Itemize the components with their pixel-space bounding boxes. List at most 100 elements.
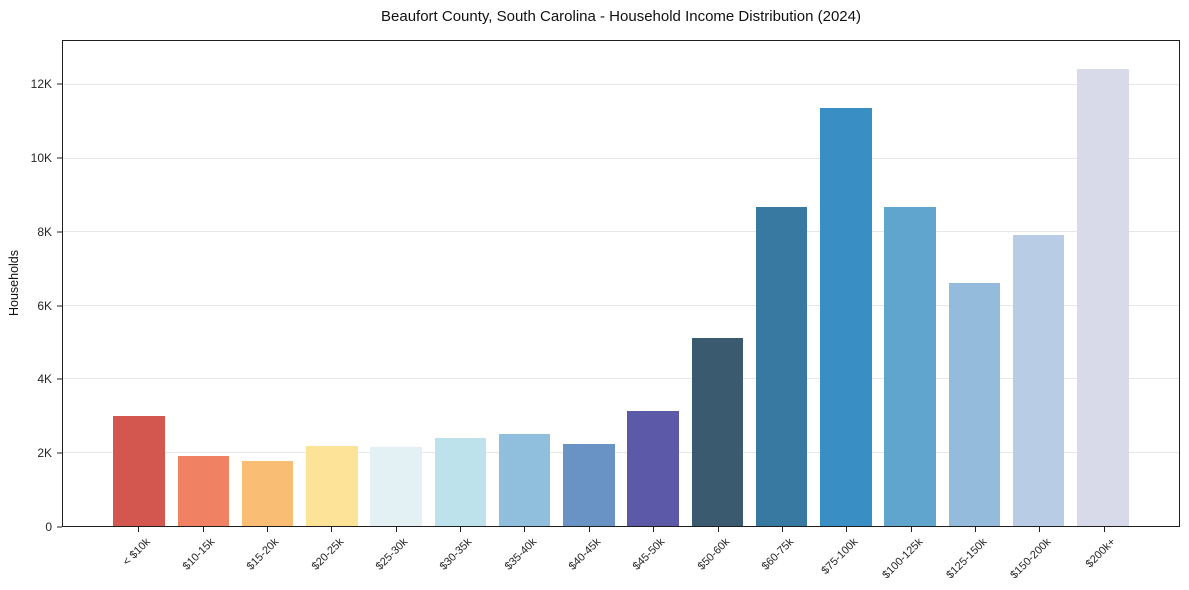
- x-tick-mark: [653, 527, 655, 532]
- bar-$200k+: [1077, 68, 1129, 526]
- x-tick-mark: [331, 527, 333, 532]
- x-tick-mark: [910, 527, 912, 532]
- x-cell: $40-45k: [557, 527, 621, 589]
- x-cell: $20-25k: [299, 527, 363, 589]
- bar-$20-25k: [306, 445, 358, 526]
- x-tick-label-< $10k: < $10k: [120, 536, 153, 569]
- x-cell: $150-200k: [1007, 527, 1071, 589]
- bar-$35-40k: [498, 433, 551, 526]
- x-tick-label-$45-50k: $45-50k: [631, 536, 668, 573]
- x-tick-mark: [395, 527, 397, 532]
- bars: [63, 41, 1179, 526]
- bar-< $10k: [113, 415, 165, 526]
- y-tick-label-4K: 4K: [37, 372, 52, 387]
- y-tick-mark-8K: [57, 231, 62, 233]
- x-tick-label-$60-75k: $60-75k: [759, 536, 797, 573]
- x-tick-label-$15-20k: $15-20k: [244, 536, 282, 573]
- x-tick-mark: [138, 527, 140, 532]
- bar-slot: [171, 41, 235, 526]
- bar-$10-15k: [177, 456, 230, 526]
- x-cell: $15-20k: [235, 527, 299, 589]
- bar-slot: [107, 41, 171, 526]
- x-tick-mark: [588, 527, 590, 532]
- x-cell: $200k+: [1072, 527, 1136, 589]
- gridline-4K: [63, 378, 1179, 380]
- x-tick-label-$50-60k: $50-60k: [695, 536, 733, 573]
- x-tick-mark: [460, 527, 462, 532]
- x-tick-label-$40-45k: $40-45k: [566, 536, 604, 573]
- y-tick-mark-2K: [57, 452, 62, 454]
- bar-$60-75k: [755, 206, 808, 526]
- x-tick-label-$200k+: $200k+: [1084, 536, 1119, 571]
- x-cell: $100-125k: [879, 527, 943, 589]
- x-cell: $25-30k: [364, 527, 428, 589]
- bar-slot: [685, 41, 749, 526]
- bar-slot: [493, 41, 557, 526]
- x-tick-mark: [781, 527, 783, 532]
- x-tick-label-$20-25k: $20-25k: [309, 536, 346, 573]
- bar-slot: [1071, 41, 1135, 526]
- x-tick-mark: [524, 527, 526, 532]
- bar-$40-45k: [563, 443, 615, 526]
- bar-$125-150k: [948, 282, 1001, 526]
- gridline-8K: [63, 231, 1179, 233]
- y-tick-mark-0: [57, 526, 62, 528]
- x-tick-mark: [1103, 527, 1105, 532]
- y-tick-mark-6K: [57, 305, 62, 307]
- bar-$30-35k: [434, 437, 487, 526]
- bar-$100-125k: [884, 206, 936, 526]
- bar-slot: [942, 41, 1006, 526]
- x-tick-label-$100-125k: $100-125k: [879, 536, 926, 582]
- bar-slot: [750, 41, 814, 526]
- y-tick-label-2K: 2K: [37, 446, 52, 461]
- bar-slot: [1007, 41, 1071, 526]
- x-tick-label-$125-150k: $125-150k: [944, 536, 990, 582]
- x-cell: $125-150k: [943, 527, 1007, 589]
- gridline-10K: [63, 157, 1179, 159]
- x-tick-label-$35-40k: $35-40k: [502, 536, 539, 573]
- x-tick-label-$25-30k: $25-30k: [373, 536, 411, 573]
- bar-$15-20k: [241, 460, 294, 526]
- gridline-12K: [63, 84, 1179, 86]
- x-cell: $75-100k: [814, 527, 878, 589]
- x-tick-mark: [202, 527, 204, 532]
- bar-slot: [364, 41, 428, 526]
- x-cell: $30-35k: [428, 527, 492, 589]
- y-tick-label-10K: 10K: [30, 151, 52, 166]
- x-tick-label-$75-100k: $75-100k: [819, 536, 861, 577]
- bar-$75-100k: [820, 108, 872, 526]
- x-cell: $45-50k: [621, 527, 685, 589]
- bar-$45-50k: [627, 411, 679, 526]
- x-tick-mark: [266, 527, 268, 532]
- y-tick-mark-10K: [57, 157, 62, 159]
- x-tick-mark: [1039, 527, 1041, 532]
- x-tick-mark: [975, 527, 977, 532]
- x-cell: $60-75k: [750, 527, 814, 589]
- y-tick-mark-4K: [57, 378, 62, 380]
- y-tick-label-8K: 8K: [37, 224, 52, 239]
- gridline-2K: [63, 451, 1179, 453]
- x-tick-label-$10-15k: $10-15k: [180, 536, 218, 573]
- y-tick-label-0: 0: [45, 520, 52, 534]
- x-tick-label-$30-35k: $30-35k: [437, 536, 475, 573]
- y-tick-label-12K: 12K: [30, 77, 52, 92]
- x-tick-label-$150-200k: $150-200k: [1008, 536, 1054, 582]
- x-axis: < $10k $10-15k $15-20k $20-25k $25-30k $30-35…: [62, 527, 1180, 589]
- x-cell: $10-15k: [170, 527, 234, 589]
- bar-$150-200k: [1012, 235, 1065, 526]
- bar-slot: [236, 41, 300, 526]
- y-tick-label-6K: 6K: [37, 298, 52, 313]
- bar-slot: [428, 41, 492, 526]
- bar-$25-30k: [370, 447, 422, 526]
- y-tick-mark-12K: [57, 83, 62, 85]
- plot-area: [62, 40, 1180, 527]
- chart-title: Beaufort County, South Carolina - Househ…: [381, 8, 861, 25]
- gridline-6K: [63, 304, 1179, 306]
- x-cell: < $10k: [106, 527, 170, 589]
- bar-slot: [300, 41, 364, 526]
- bar-$50-60k: [691, 337, 744, 526]
- bar-slot: [621, 41, 685, 526]
- y-axis-title-text: Households: [7, 249, 21, 317]
- x-tick-mark: [846, 527, 848, 532]
